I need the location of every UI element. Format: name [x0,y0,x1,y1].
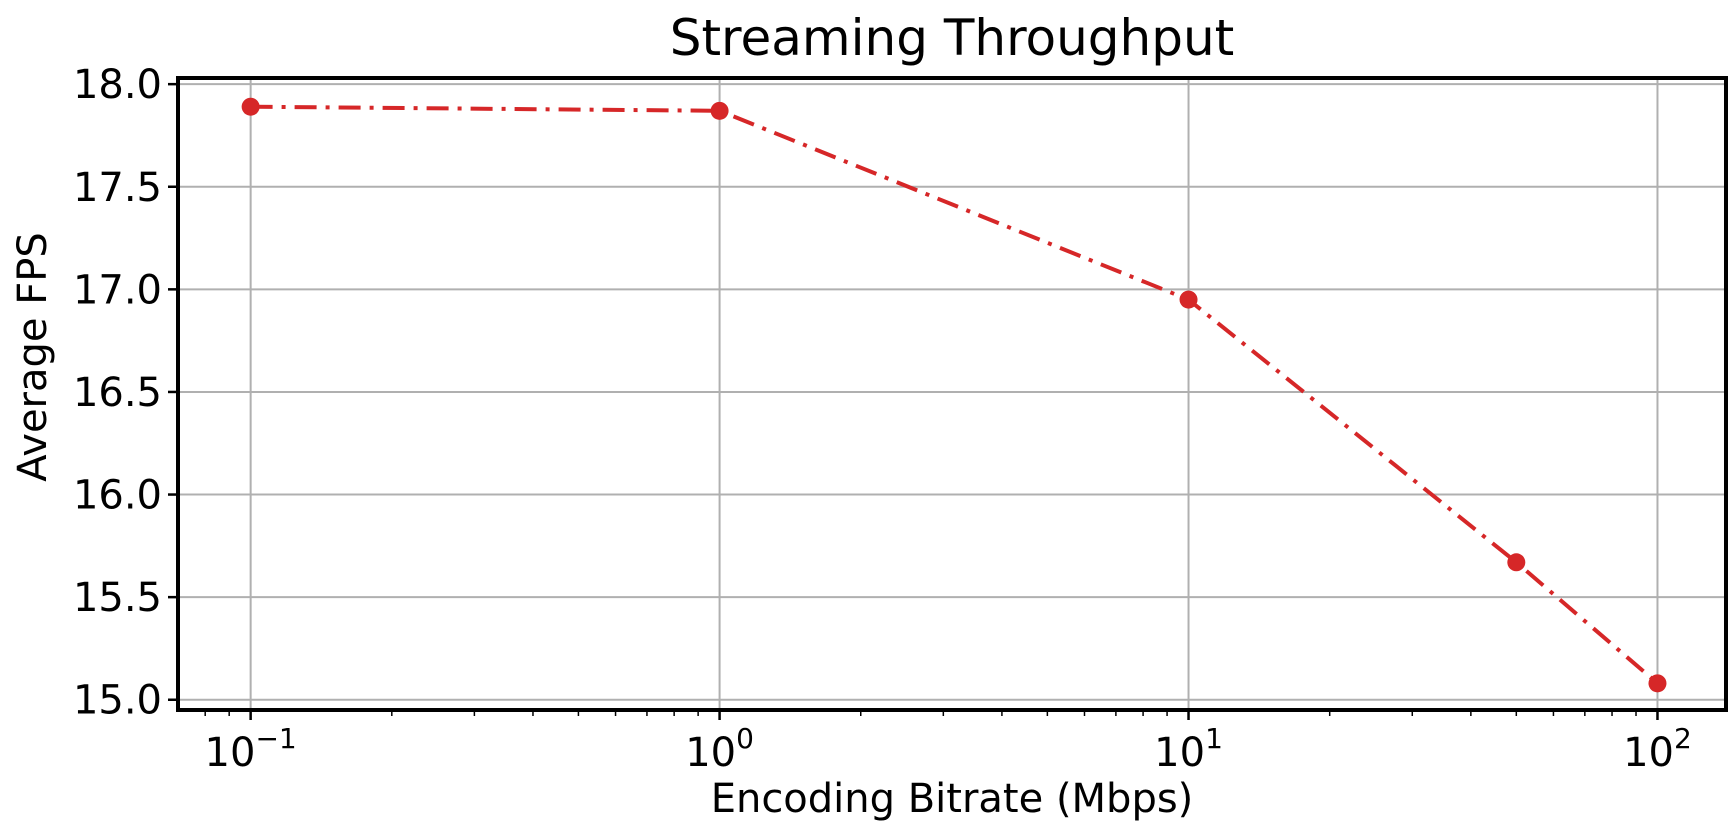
data-point [241,97,260,116]
data-point [1507,553,1526,572]
data-point [710,101,729,120]
y-axis-ticks: 15.0 15.5 16.0 16.5 17.0 17.5 18.0 [73,62,178,724]
y-tick-label: 15.5 [73,575,162,621]
x-tick-base: 10 [1623,730,1674,776]
series-layer [241,97,1667,693]
y-tick-label: 16.5 [73,370,162,416]
data-point [1179,290,1198,309]
x-tick-label: 100 [685,722,754,776]
x-tick-base: 10 [685,730,736,776]
grid [178,78,1726,710]
data-point [1648,674,1667,693]
x-tick-exponent: 1 [1205,722,1223,755]
x-tick-base: 10 [1154,730,1205,776]
x-tick-label: 102 [1623,722,1692,776]
x-tick-base: 10 [205,730,256,776]
chart-title: Streaming Throughput [670,9,1235,67]
x-tick-exponent: −1 [255,722,296,755]
y-tick-label: 17.5 [73,165,162,211]
x-tick-exponent: 0 [736,722,754,755]
x-tick-label: 101 [1154,722,1223,776]
x-axis-ticks: 10−1 100 101 102 [205,710,1692,776]
x-tick-exponent: 2 [1674,722,1692,755]
x-axis-label: Encoding Bitrate (Mbps) [711,776,1194,822]
y-tick-label: 18.0 [73,62,162,108]
plot-frame [176,76,1728,712]
y-tick-label: 15.0 [73,678,162,724]
y-tick-label: 17.0 [73,267,162,313]
x-tick-label: 10−1 [205,722,297,776]
y-tick-label: 16.0 [73,473,162,519]
y-axis-label: Average FPS [10,232,56,482]
